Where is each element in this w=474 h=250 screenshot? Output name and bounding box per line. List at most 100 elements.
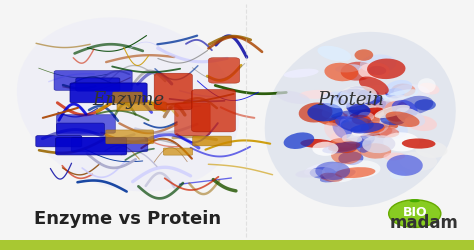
Ellipse shape: [283, 70, 319, 78]
Ellipse shape: [346, 113, 385, 127]
Ellipse shape: [415, 142, 447, 158]
Ellipse shape: [331, 110, 370, 120]
Ellipse shape: [299, 103, 333, 123]
Ellipse shape: [332, 117, 352, 139]
Ellipse shape: [350, 115, 380, 132]
Ellipse shape: [320, 170, 356, 183]
Ellipse shape: [352, 124, 380, 137]
Ellipse shape: [392, 100, 418, 119]
Ellipse shape: [374, 106, 410, 118]
Ellipse shape: [385, 112, 419, 128]
Ellipse shape: [361, 126, 381, 141]
Ellipse shape: [396, 96, 433, 116]
FancyBboxPatch shape: [113, 93, 142, 104]
Ellipse shape: [304, 163, 338, 176]
Ellipse shape: [337, 122, 365, 138]
Ellipse shape: [394, 85, 430, 101]
Ellipse shape: [341, 106, 380, 124]
Ellipse shape: [360, 134, 386, 147]
Ellipse shape: [340, 116, 368, 130]
Ellipse shape: [341, 62, 375, 81]
Ellipse shape: [337, 95, 366, 107]
Ellipse shape: [320, 173, 343, 182]
Ellipse shape: [329, 138, 357, 154]
Ellipse shape: [330, 131, 358, 148]
Ellipse shape: [360, 55, 396, 74]
Ellipse shape: [335, 168, 375, 178]
Ellipse shape: [392, 84, 416, 97]
FancyBboxPatch shape: [56, 115, 115, 134]
FancyBboxPatch shape: [55, 138, 127, 155]
Ellipse shape: [336, 90, 373, 106]
Ellipse shape: [283, 133, 314, 150]
Ellipse shape: [333, 95, 348, 103]
Ellipse shape: [356, 86, 386, 96]
Ellipse shape: [354, 111, 385, 126]
Text: Protein: Protein: [317, 91, 384, 109]
Ellipse shape: [383, 133, 419, 152]
Ellipse shape: [300, 90, 334, 100]
Ellipse shape: [350, 124, 384, 134]
Ellipse shape: [356, 103, 374, 122]
Ellipse shape: [373, 90, 392, 101]
Ellipse shape: [356, 96, 386, 112]
FancyBboxPatch shape: [175, 104, 210, 136]
Ellipse shape: [324, 123, 347, 143]
Ellipse shape: [355, 50, 373, 62]
FancyBboxPatch shape: [117, 103, 166, 111]
Ellipse shape: [339, 160, 381, 179]
Ellipse shape: [368, 66, 386, 76]
Ellipse shape: [385, 80, 412, 96]
FancyBboxPatch shape: [70, 84, 147, 103]
Ellipse shape: [367, 59, 405, 80]
Ellipse shape: [357, 90, 379, 101]
Ellipse shape: [308, 108, 339, 126]
FancyBboxPatch shape: [106, 130, 154, 144]
Ellipse shape: [418, 79, 436, 94]
Ellipse shape: [329, 116, 355, 128]
Ellipse shape: [365, 127, 399, 138]
Ellipse shape: [374, 98, 392, 112]
FancyBboxPatch shape: [193, 136, 231, 146]
Ellipse shape: [322, 104, 342, 118]
Ellipse shape: [362, 136, 395, 154]
FancyBboxPatch shape: [154, 74, 192, 110]
Ellipse shape: [343, 104, 376, 117]
Ellipse shape: [318, 46, 351, 62]
Ellipse shape: [324, 64, 358, 82]
Ellipse shape: [352, 115, 371, 126]
Bar: [0, 240, 474, 250]
Ellipse shape: [353, 118, 381, 137]
Ellipse shape: [321, 92, 356, 109]
Ellipse shape: [384, 101, 410, 122]
Ellipse shape: [356, 136, 372, 153]
Ellipse shape: [414, 100, 436, 111]
Ellipse shape: [346, 129, 375, 148]
Ellipse shape: [402, 139, 436, 149]
Ellipse shape: [390, 171, 406, 179]
Ellipse shape: [340, 86, 377, 105]
Ellipse shape: [410, 200, 420, 202]
Ellipse shape: [342, 134, 362, 144]
Ellipse shape: [331, 146, 362, 164]
Ellipse shape: [361, 118, 389, 136]
FancyBboxPatch shape: [36, 136, 82, 147]
Ellipse shape: [341, 118, 374, 132]
Ellipse shape: [315, 162, 350, 180]
Text: madam: madam: [390, 213, 459, 231]
Ellipse shape: [360, 124, 392, 136]
FancyBboxPatch shape: [209, 58, 240, 84]
Ellipse shape: [338, 120, 376, 137]
Ellipse shape: [400, 152, 437, 171]
Ellipse shape: [393, 104, 412, 115]
Ellipse shape: [322, 142, 363, 154]
Text: BIO: BIO: [402, 205, 427, 218]
Ellipse shape: [380, 114, 406, 126]
Ellipse shape: [364, 106, 383, 118]
Ellipse shape: [343, 105, 373, 120]
Ellipse shape: [348, 104, 370, 119]
Ellipse shape: [379, 128, 398, 138]
Ellipse shape: [331, 95, 366, 114]
Ellipse shape: [276, 91, 310, 104]
FancyBboxPatch shape: [191, 90, 236, 132]
